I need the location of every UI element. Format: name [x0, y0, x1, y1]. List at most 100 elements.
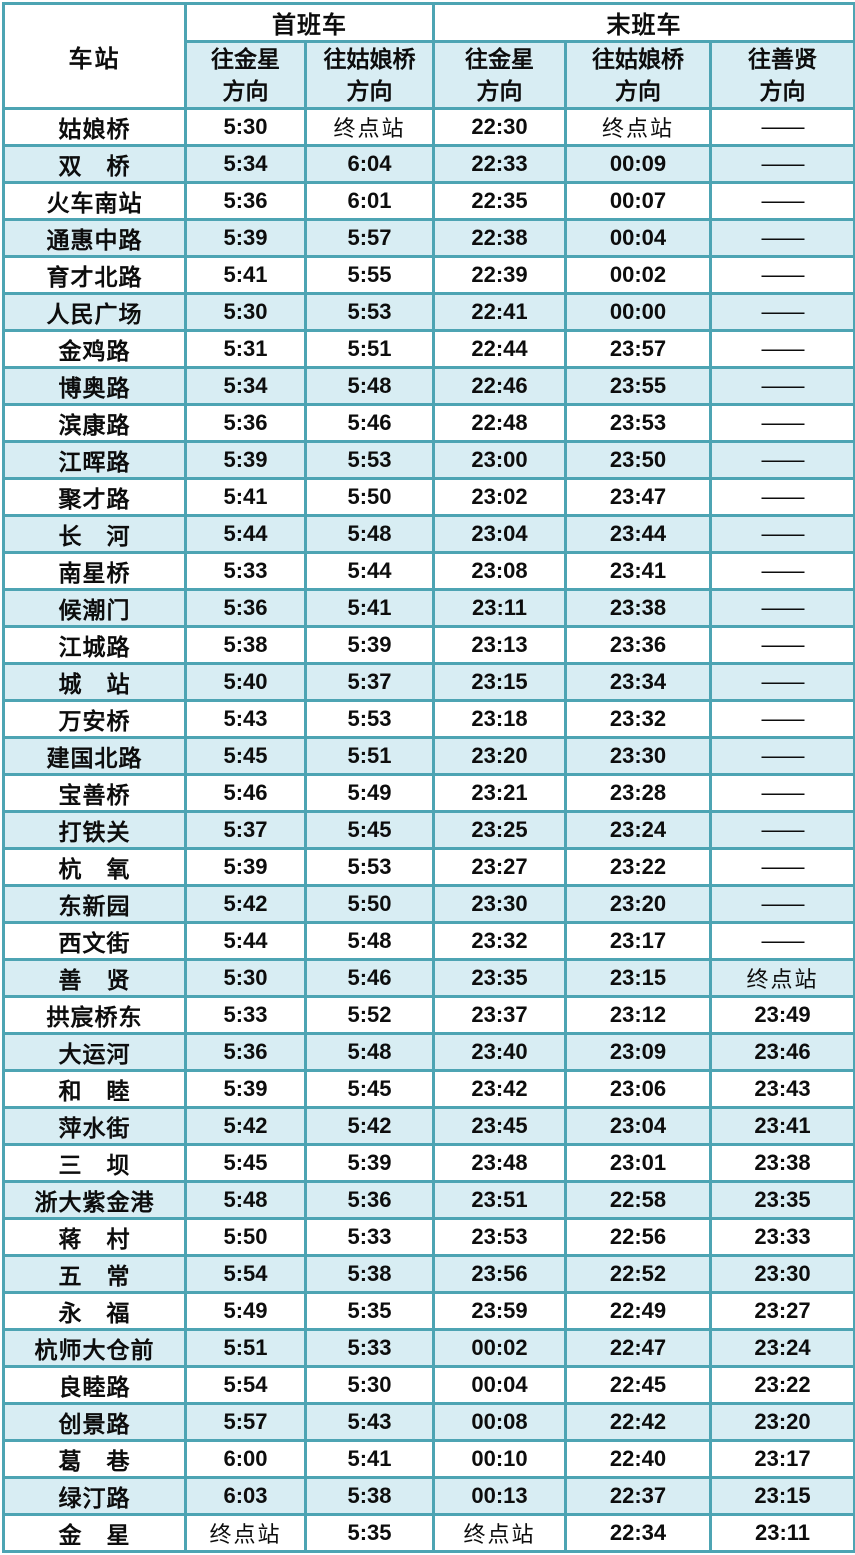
time-cell: 22:39 [432, 255, 567, 296]
time-cell: 23:38 [564, 588, 712, 629]
station-cell: 火车南站 [2, 181, 187, 222]
time-cell: 终点站 [432, 1513, 567, 1554]
time-cell: 5:31 [184, 329, 307, 370]
time-cell: 00:13 [432, 1476, 567, 1517]
station-cell: 创景路 [2, 1402, 187, 1443]
time-cell: 5:39 [184, 440, 307, 481]
time-cell: —— [708, 736, 855, 777]
table-row: 聚才路 5:41 5:50 23:02 23:47 —— [2, 477, 855, 518]
time-cell: —— [708, 403, 855, 444]
time-cell: 00:07 [564, 181, 712, 222]
table-row: 打铁关 5:37 5:45 23:25 23:24 —— [2, 810, 855, 851]
time-cell: 00:02 [564, 255, 712, 296]
time-cell: 5:46 [184, 773, 307, 814]
time-cell: 23:06 [564, 1069, 712, 1110]
time-cell: 5:30 [184, 107, 307, 148]
time-cell: 5:45 [304, 1069, 435, 1110]
time-cell: 23:30 [432, 884, 567, 925]
time-cell: 6:03 [184, 1476, 307, 1517]
table-row: 姑娘桥 5:30 终点站 22:30 终点站 —— [2, 107, 855, 148]
time-cell: 23:57 [564, 329, 712, 370]
station-cell: 金 星 [2, 1513, 187, 1554]
time-cell: 23:35 [432, 958, 567, 999]
time-cell: 5:53 [304, 292, 435, 333]
table-row: 江晖路 5:39 5:53 23:00 23:50 —— [2, 440, 855, 481]
time-cell: 5:36 [184, 181, 307, 222]
table-row: 葛 巷 6:00 5:41 00:10 22:40 23:17 [2, 1439, 855, 1480]
time-cell: 23:22 [708, 1365, 855, 1406]
table-row: 金 星终点站 5:35 终点站 22:34 23:11 [2, 1513, 855, 1554]
time-cell: 22:45 [564, 1365, 712, 1406]
time-cell: 23:55 [564, 366, 712, 407]
time-cell: 23:53 [432, 1217, 567, 1258]
table-row: 城 站 5:40 5:37 23:15 23:34 —— [2, 662, 855, 703]
table-row: 三 坝 5:45 5:39 23:48 23:01 23:38 [2, 1143, 855, 1184]
station-cell: 良睦路 [2, 1365, 187, 1406]
station-cell: 聚才路 [2, 477, 187, 518]
time-cell: 00:04 [564, 218, 712, 259]
table-row: 通惠中路 5:39 5:57 22:38 00:04 —— [2, 218, 855, 259]
table-row: 浙大紫金港 5:48 5:36 23:51 22:58 23:35 [2, 1180, 855, 1221]
time-cell: 23:56 [432, 1254, 567, 1295]
time-cell: 5:42 [304, 1106, 435, 1147]
time-cell: 23:41 [708, 1106, 855, 1147]
header-first-train: 首班车 [184, 2, 435, 43]
time-cell: 5:36 [184, 1032, 307, 1073]
time-cell: 22:35 [432, 181, 567, 222]
time-cell: 5:44 [184, 514, 307, 555]
time-cell: —— [708, 292, 855, 333]
time-cell: 23:34 [564, 662, 712, 703]
time-cell: 23:27 [708, 1291, 855, 1332]
station-cell: 通惠中路 [2, 218, 187, 259]
time-cell: 6:00 [184, 1439, 307, 1480]
time-cell: 5:38 [304, 1476, 435, 1517]
table-row: 拱宸桥东 5:33 5:52 23:37 23:12 23:49 [2, 995, 855, 1036]
time-cell: —— [708, 699, 855, 740]
time-cell: 23:08 [432, 551, 567, 592]
time-cell: 22:52 [564, 1254, 712, 1295]
time-cell: 23:17 [708, 1439, 855, 1480]
time-cell: 5:30 [184, 292, 307, 333]
time-cell: 23:36 [564, 625, 712, 666]
time-cell: 5:57 [304, 218, 435, 259]
time-cell: 22:44 [432, 329, 567, 370]
time-cell: 5:35 [304, 1291, 435, 1332]
time-cell: 5:48 [304, 366, 435, 407]
time-cell: 终点站 [184, 1513, 307, 1554]
time-cell: 5:48 [304, 1032, 435, 1073]
time-cell: 23:42 [432, 1069, 567, 1110]
station-cell: 城 站 [2, 662, 187, 703]
time-cell: 23:35 [708, 1180, 855, 1221]
station-cell: 杭师大仓前 [2, 1328, 187, 1369]
time-cell: —— [708, 662, 855, 703]
header-last-train: 末班车 [431, 2, 855, 43]
station-cell: 善 贤 [2, 958, 187, 999]
header-direction-row: 往金星 方向 往姑娘桥 方向 往金星 方向 往姑娘桥 方向 往善贤 方向 [4, 39, 855, 111]
time-cell: 5:43 [184, 699, 307, 740]
time-cell: 6:04 [304, 144, 435, 185]
time-cell: 5:54 [184, 1254, 307, 1295]
time-cell: —— [708, 514, 855, 555]
table-row: 西文街 5:44 5:48 23:32 23:17 —— [2, 921, 855, 962]
station-cell: 宝善桥 [2, 773, 187, 814]
time-cell: 5:42 [184, 884, 307, 925]
timetable-body: 姑娘桥 5:30 终点站 22:30 终点站 —— 双 桥 5:34 6:04 22:33 00:0… [2, 107, 855, 1554]
time-cell: 5:53 [304, 440, 435, 481]
station-cell: 和 睦 [2, 1069, 187, 1110]
time-cell: 5:48 [184, 1180, 307, 1221]
time-cell: 23:24 [708, 1328, 855, 1369]
time-cell: 5:39 [184, 218, 307, 259]
time-cell: 23:20 [432, 736, 567, 777]
header-direction-0: 往金星 方向 [184, 39, 307, 111]
time-cell: 23:27 [432, 847, 567, 888]
time-cell: 23:38 [708, 1143, 855, 1184]
time-cell: —— [708, 255, 855, 296]
table-row: 火车南站 5:36 6:01 22:35 00:07 —— [2, 181, 855, 222]
time-cell: —— [708, 107, 855, 148]
time-cell: 6:01 [304, 181, 435, 222]
time-cell: 5:45 [304, 810, 435, 851]
header-group-row: 车站 首班车 末班车 [2, 1, 855, 111]
time-cell: 5:50 [184, 1217, 307, 1258]
table-row: 善 贤 5:30 5:46 23:35 23:15 终点站 [2, 958, 855, 999]
